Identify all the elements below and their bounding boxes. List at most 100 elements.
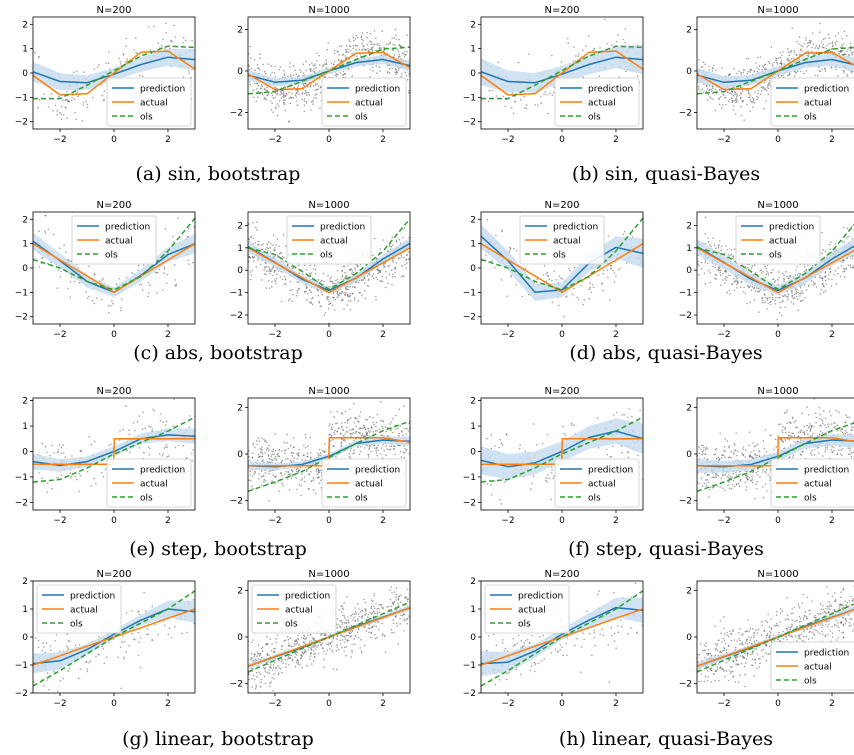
data-point [250,68,253,70]
legend-label-ols: ols [320,251,333,261]
data-point [799,273,802,275]
data-point [848,54,851,56]
data-point [291,96,293,99]
data-point [383,263,385,265]
data-point [398,257,401,260]
data-point [820,277,823,279]
legend-label-ols: ols [588,494,601,504]
data-point [52,109,54,112]
data-point [736,94,739,97]
data-point [147,446,150,448]
data-point [41,256,44,259]
data-point [93,302,96,305]
data-point [262,459,264,461]
y-tick-label: 2 [22,397,28,407]
data-point [257,437,260,440]
data-point [393,257,395,260]
data-point [141,428,144,431]
data-point [118,57,120,60]
data-point [325,59,327,61]
data-point [746,284,749,287]
data-point [166,273,168,276]
data-point [375,37,377,39]
data-point [532,475,535,477]
data-point [281,260,283,263]
data-point [831,41,834,43]
data-point [262,474,265,477]
data-point [801,50,804,52]
data-point [821,420,824,423]
data-point [346,304,349,307]
data-point [248,255,250,258]
data-point [708,89,710,92]
data-point [782,295,784,298]
data-point [388,42,391,44]
data-point [252,260,255,262]
data-point [763,107,765,110]
data-point [346,426,348,429]
data-point [347,299,350,302]
data-point [316,467,319,470]
data-point [312,85,315,87]
data-point [372,417,374,419]
data-point [273,72,276,74]
data-point [742,100,744,102]
data-point [297,453,299,456]
data-point [281,255,284,258]
data-point [284,109,286,112]
data-point [276,458,278,460]
data-point [375,276,378,279]
data-point [760,269,763,271]
data-point [757,56,759,59]
data-point [322,272,325,275]
data-point [778,311,781,314]
data-point [340,438,343,440]
data-point [849,256,851,258]
data-point [728,74,730,76]
data-point [387,265,389,268]
data-point [304,446,307,449]
data-point [376,446,378,449]
data-point [795,293,797,295]
data-point [333,60,336,63]
data-point [143,451,145,454]
data-point [389,248,392,250]
data-point [326,48,329,51]
data-point [765,267,768,270]
data-point [96,297,98,300]
data-point [847,264,850,267]
data-point [787,57,789,59]
data-point [730,488,733,490]
data-point [73,98,76,100]
data-point [834,269,837,272]
data-point [397,50,400,53]
data-point [540,95,542,98]
data-point [822,283,824,286]
data-point [335,279,337,282]
data-point [712,237,714,239]
data-point [260,84,263,86]
data-point [316,83,319,85]
data-point [268,470,271,472]
y-tick-label: −1 [230,289,243,299]
data-point [588,297,590,300]
data-point [822,409,825,412]
data-point [782,51,784,53]
data-point [544,479,547,482]
data-point [807,264,809,267]
data-point [299,69,301,71]
data-point [803,266,806,268]
x-tick-label: 0 [559,135,565,145]
data-point [528,53,530,56]
data-point [735,471,737,474]
data-point [82,104,85,106]
data-point [314,84,317,86]
data-point [748,476,750,479]
data-point [166,446,168,449]
data-point [257,244,259,246]
data-point [305,468,308,471]
data-point [754,272,757,274]
data-point [270,455,273,458]
data-point [265,440,267,442]
